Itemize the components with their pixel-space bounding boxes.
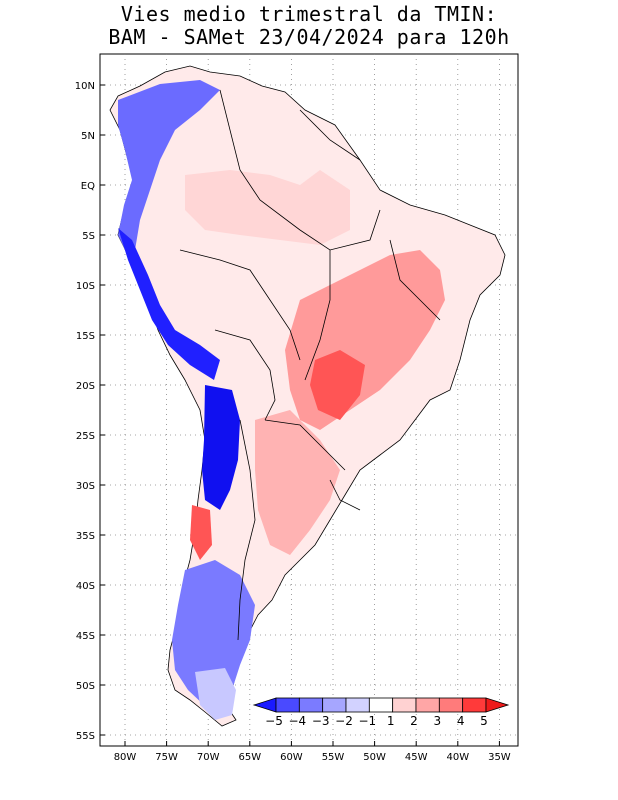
colorbar-arrow-high — [485, 697, 510, 713]
cold-anomaly-andes-north — [118, 80, 220, 280]
colorbar-box — [392, 697, 417, 713]
colorbar-label: −1 — [358, 714, 376, 728]
lat-label: 15S — [76, 331, 95, 342]
colorbar-label: −5 — [265, 714, 283, 728]
lat-label: 55S — [76, 731, 95, 742]
lat-label: 50S — [76, 681, 95, 692]
lat-label: 25S — [76, 431, 95, 442]
colorbar-box — [368, 697, 394, 713]
colorbar-box — [298, 697, 324, 713]
colorbar: −5 −4 −3 −2 −1 1 2 3 4 5 — [252, 697, 510, 728]
lon-label: 80W — [114, 752, 137, 763]
lon-label: 65W — [238, 752, 261, 763]
colorbar-label: 2 — [410, 714, 418, 728]
warm-anomaly-south — [255, 410, 340, 555]
colorbar-box — [415, 697, 440, 713]
lon-label: 75W — [155, 752, 178, 763]
map-title-line1: Vies medio trimestral da TMIN: — [120, 2, 498, 26]
lat-label: 10S — [76, 281, 95, 292]
lat-label: 20S — [76, 381, 95, 392]
lat-label: 5N — [81, 131, 95, 142]
colorbar-label: 3 — [434, 714, 442, 728]
colorbar-box — [322, 697, 347, 713]
cold-anomaly-peru-coast — [118, 228, 220, 380]
longitude-labels: 80W 75W 70W 65W 60W 55W 50W 45W 40W 35W — [114, 741, 511, 763]
lon-label: 35W — [488, 752, 511, 763]
warm-anomaly-amazon — [185, 170, 350, 245]
lon-label: 50W — [363, 752, 386, 763]
lat-label: 5S — [82, 231, 95, 242]
warm-anomaly-chile-central — [190, 505, 212, 560]
colorbar-label: 1 — [387, 714, 395, 728]
colorbar-label: −3 — [312, 714, 330, 728]
lat-label: 30S — [76, 481, 95, 492]
lon-label: 40W — [446, 752, 469, 763]
lon-label: 55W — [322, 752, 345, 763]
warm-anomaly-core — [310, 350, 365, 420]
colorbar-label: 4 — [457, 714, 465, 728]
cold-anomaly-patagonia-light — [195, 668, 236, 720]
lon-label: 70W — [197, 752, 220, 763]
map-title-line2: BAM - SAMet 23/04/2024 para 120h — [108, 25, 510, 49]
lon-label: 45W — [405, 752, 428, 763]
colorbar-label: 5 — [480, 714, 488, 728]
colorbar-label: −2 — [335, 714, 353, 728]
map-plot-area — [100, 54, 518, 746]
colorbar-box — [275, 697, 300, 713]
country-borders — [179, 89, 441, 641]
lat-label: 35S — [76, 531, 95, 542]
lat-label: 45S — [76, 631, 95, 642]
lat-label: EQ — [81, 181, 95, 192]
colorbar-box — [462, 697, 487, 713]
colorbar-label: −4 — [288, 714, 306, 728]
colorbar-box — [345, 697, 370, 713]
latitude-labels: 10N 5N EQ 5S 10S 15S 20S 25S 30S 35S 40S 45S 50S 55S — [75, 81, 105, 742]
cold-anomaly-patagonia — [172, 560, 255, 712]
cold-anomaly-chile — [202, 385, 240, 510]
lat-label: 10N — [75, 81, 95, 92]
colorbar-box — [438, 697, 464, 713]
lon-label: 60W — [280, 752, 303, 763]
lat-label: 40S — [76, 581, 95, 592]
